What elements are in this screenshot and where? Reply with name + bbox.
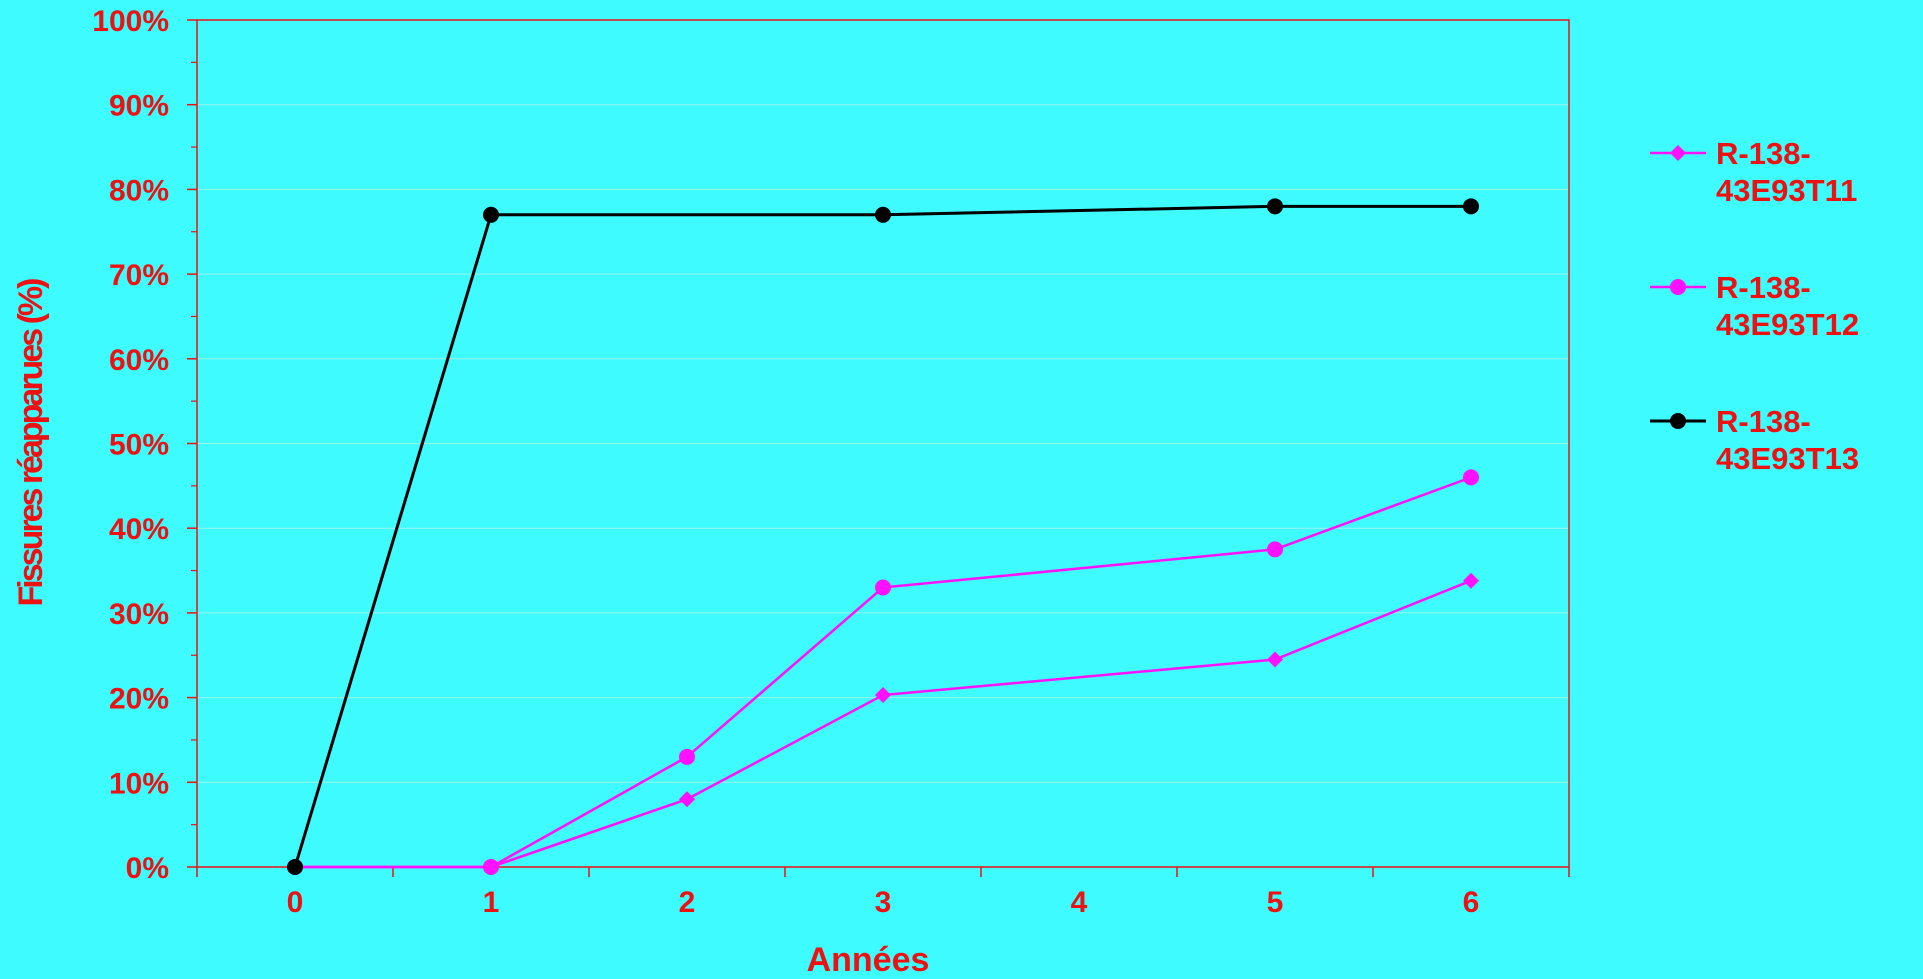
x-tick-label: 3 bbox=[875, 886, 892, 919]
x-tick-label: 0 bbox=[287, 886, 304, 919]
y-tick-label: 40% bbox=[109, 513, 169, 546]
y-tick-label: 60% bbox=[109, 344, 169, 377]
legend-label: R-138- bbox=[1716, 404, 1811, 439]
legend-label: 43E93T12 bbox=[1716, 307, 1859, 342]
legend-marker bbox=[1670, 145, 1686, 161]
data-point bbox=[875, 687, 891, 704]
series-line bbox=[295, 579, 1472, 869]
x-tick-label: 1 bbox=[483, 886, 500, 919]
y-tick-label: 70% bbox=[109, 259, 169, 292]
legend-label: 43E93T11 bbox=[1716, 173, 1857, 208]
y-tick-label: 80% bbox=[109, 174, 169, 207]
x-tick-label: 4 bbox=[1071, 886, 1088, 919]
series-line bbox=[293, 204, 1471, 868]
legend-marker bbox=[1670, 279, 1686, 295]
y-tick-label: 10% bbox=[109, 767, 169, 800]
legend-marker bbox=[1670, 413, 1686, 429]
data-point bbox=[875, 206, 891, 223]
data-point bbox=[1267, 541, 1283, 558]
legend-label: R-138- bbox=[1716, 270, 1811, 305]
y-tick-label: 20% bbox=[109, 683, 169, 716]
series-1 bbox=[287, 572, 1479, 875]
y-tick-label: 100% bbox=[92, 5, 169, 38]
legend-item: R-138-43E93T13 bbox=[1650, 404, 1859, 476]
data-point bbox=[1463, 572, 1479, 589]
legend-item: R-138-43E93T12 bbox=[1650, 270, 1859, 342]
x-tick-label: 6 bbox=[1463, 886, 1480, 919]
data-point bbox=[875, 579, 891, 596]
x-axis-ticks: 0 1 2 3 4 5 6 bbox=[196, 867, 1570, 919]
y-tick-label: 90% bbox=[109, 90, 169, 123]
data-point bbox=[1267, 198, 1283, 215]
legend-label: 43E93T13 bbox=[1716, 441, 1859, 476]
legend: R-138-43E93T11R-138-43E93T12R-138-43E93T… bbox=[1650, 136, 1859, 476]
y-tick-label: 30% bbox=[109, 598, 169, 631]
x-tick-label: 5 bbox=[1267, 886, 1284, 919]
data-point bbox=[679, 748, 695, 765]
data-point bbox=[287, 859, 303, 875]
legend-label: R-138- bbox=[1716, 136, 1811, 171]
series-3 bbox=[287, 198, 1479, 875]
y-tick-label: 0% bbox=[126, 852, 169, 885]
y-tick-label: 50% bbox=[109, 429, 169, 462]
x-axis-title: Années bbox=[807, 941, 930, 979]
data-point bbox=[1463, 198, 1479, 215]
data-point bbox=[483, 859, 499, 875]
series-2 bbox=[287, 469, 1479, 875]
series-layer bbox=[287, 198, 1479, 875]
legend-item: R-138-43E93T11 bbox=[1650, 136, 1857, 208]
gridlines bbox=[197, 104, 1569, 783]
data-point bbox=[1463, 469, 1479, 486]
data-point bbox=[1267, 651, 1283, 668]
x-tick-label: 2 bbox=[679, 886, 696, 919]
series-line bbox=[295, 476, 1472, 869]
data-point bbox=[483, 206, 499, 223]
y-axis-title: Fissures réapparues (%) bbox=[12, 279, 50, 607]
data-point bbox=[679, 791, 695, 808]
y-axis-ticks: 0% 10% 20% 30% 40% 50% 60% 70% 80% 90% 100% bbox=[92, 5, 197, 885]
